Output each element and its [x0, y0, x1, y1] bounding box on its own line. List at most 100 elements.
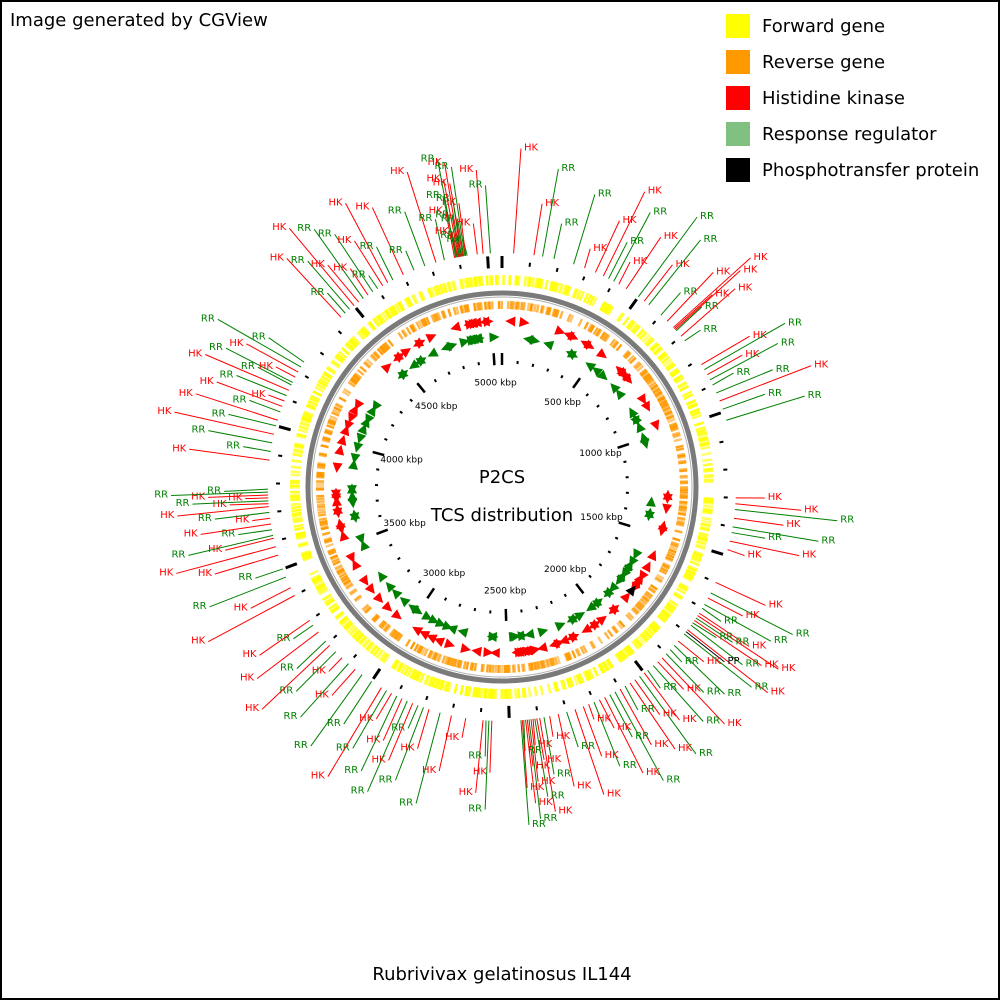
forward-gene-mark: [306, 403, 317, 410]
histidine-kinase-label: HK: [456, 218, 471, 229]
forward-gene-mark: [290, 502, 301, 507]
response-regulator-arrow: [529, 334, 541, 345]
reverse-gene-mark: [323, 430, 333, 436]
forward-gene-mark: [702, 504, 714, 509]
reverse-gene-mark: [338, 396, 347, 403]
forward-gene-mark: [460, 278, 465, 289]
histidine-kinase-arrow: [662, 493, 673, 504]
reverse-gene-mark: [319, 521, 328, 526]
forward-gene-mark: [290, 473, 301, 477]
forward-gene-mark: [390, 305, 398, 316]
forward-gene-mark: [291, 459, 302, 464]
reverse-gene-mark: [469, 662, 474, 671]
histidine-kinase-arrow: [336, 518, 347, 530]
histidine-kinase-callout-line: [443, 179, 460, 258]
histidine-kinase-arrow: [567, 330, 579, 340]
reverse-gene-mark: [363, 361, 371, 369]
response-regulator-callout-line: [192, 500, 269, 505]
reverse-gene-mark: [404, 638, 412, 647]
forward-gene-mark: [515, 275, 520, 286]
reverse-gene-mark: [341, 390, 350, 397]
histidine-kinase-callout-line: [174, 411, 275, 435]
histidine-kinase-arrow: [426, 634, 438, 644]
reverse-gene-mark: [340, 575, 349, 582]
response-regulator-callout-line: [327, 292, 346, 314]
histidine-kinase-arrow: [336, 434, 347, 446]
forward-gene-mark: [376, 649, 385, 660]
response-regulator-callout-line: [675, 306, 703, 332]
response-regulator-callout-line: [669, 649, 683, 663]
response-regulator-label: RR: [788, 317, 802, 328]
response-regulator-label: RR: [641, 704, 655, 715]
reverse-gene-mark: [625, 613, 633, 622]
reverse-gene-mark: [558, 310, 564, 320]
response-regulator-label: RR: [561, 163, 575, 174]
histidine-kinase-callout-line: [327, 687, 382, 777]
ruler-minor-tick: [613, 430, 617, 434]
response-regulator-arrow: [630, 414, 640, 427]
histidine-kinase-label: HK: [333, 263, 348, 274]
histidine-kinase-arrow: [608, 603, 620, 615]
forward-gene-mark: [614, 653, 623, 664]
forward-gene-mark: [676, 380, 687, 389]
histidine-kinase-arrow: [505, 316, 516, 327]
response-regulator-label: RR: [808, 390, 822, 401]
reverse-gene-mark: [623, 351, 631, 359]
reverse-gene-mark: [473, 662, 478, 672]
forward-gene-mark: [345, 342, 355, 352]
histidine-kinase-callout-line: [532, 718, 536, 745]
outer-tick-mark: [292, 400, 297, 404]
forward-gene-mark: [307, 400, 318, 407]
reverse-gene-mark: [462, 660, 467, 670]
forward-gene-mark: [357, 330, 367, 340]
response-regulator-callout-line: [188, 534, 274, 556]
response-regulator-callout-line: [690, 624, 743, 666]
histidine-kinase-callout-line: [530, 719, 539, 782]
forward-gene-mark: [572, 675, 579, 686]
reverse-gene-mark: [380, 344, 388, 352]
forward-gene-mark: [295, 530, 306, 536]
forward-gene-mark: [351, 628, 361, 638]
forward-gene-mark: [438, 283, 445, 295]
histidine-kinase-label: HK: [157, 406, 172, 417]
outer-tick-mark: [588, 690, 592, 696]
outer-tick-mark: [405, 281, 410, 287]
reverse-gene-mark: [665, 414, 675, 420]
response-regulator-callout-line: [695, 617, 733, 643]
reverse-gene-mark: [583, 321, 590, 330]
reverse-gene-mark: [317, 464, 326, 468]
forward-gene-mark: [702, 458, 713, 463]
histidine-kinase-callout-line: [438, 715, 452, 772]
response-regulator-label: RR: [279, 685, 293, 696]
histidine-kinase-label: HK: [607, 789, 622, 800]
reverse-gene-mark: [350, 376, 359, 384]
reverse-gene-mark: [661, 563, 671, 569]
forward-gene-mark: [633, 638, 643, 648]
forward-gene-mark: [342, 620, 352, 629]
histidine-kinase-arrow: [529, 645, 541, 656]
histidine-kinase-callout-line: [261, 645, 331, 710]
ruler-minor-tick: [443, 597, 448, 601]
histidine-kinase-arrow: [641, 561, 651, 573]
histidine-kinase-callout-line: [216, 381, 283, 407]
histidine-kinase-label: HK: [315, 689, 330, 700]
reverse-gene-mark: [654, 576, 664, 583]
reverse-gene-mark: [409, 324, 416, 333]
reverse-gene-mark: [677, 455, 686, 460]
forward-gene-mark: [368, 320, 377, 331]
response-regulator-label: RR: [705, 301, 719, 312]
reverse-gene-mark: [349, 589, 358, 596]
forward-gene-mark: [292, 519, 303, 524]
reverse-gene-mark: [618, 620, 626, 628]
forward-gene-mark: [544, 279, 549, 290]
reverse-gene-mark: [486, 301, 490, 310]
reverse-gene-mark: [369, 354, 378, 362]
ruler-minor-tick: [389, 543, 393, 547]
reverse-gene-mark: [654, 390, 663, 397]
reverse-gene-mark: [409, 641, 416, 650]
forward-gene-mark: [396, 662, 404, 673]
forward-gene-mark: [636, 635, 646, 645]
reverse-gene-mark: [440, 310, 446, 319]
reverse-gene-mark: [329, 554, 339, 560]
forward-gene-mark: [666, 601, 677, 610]
